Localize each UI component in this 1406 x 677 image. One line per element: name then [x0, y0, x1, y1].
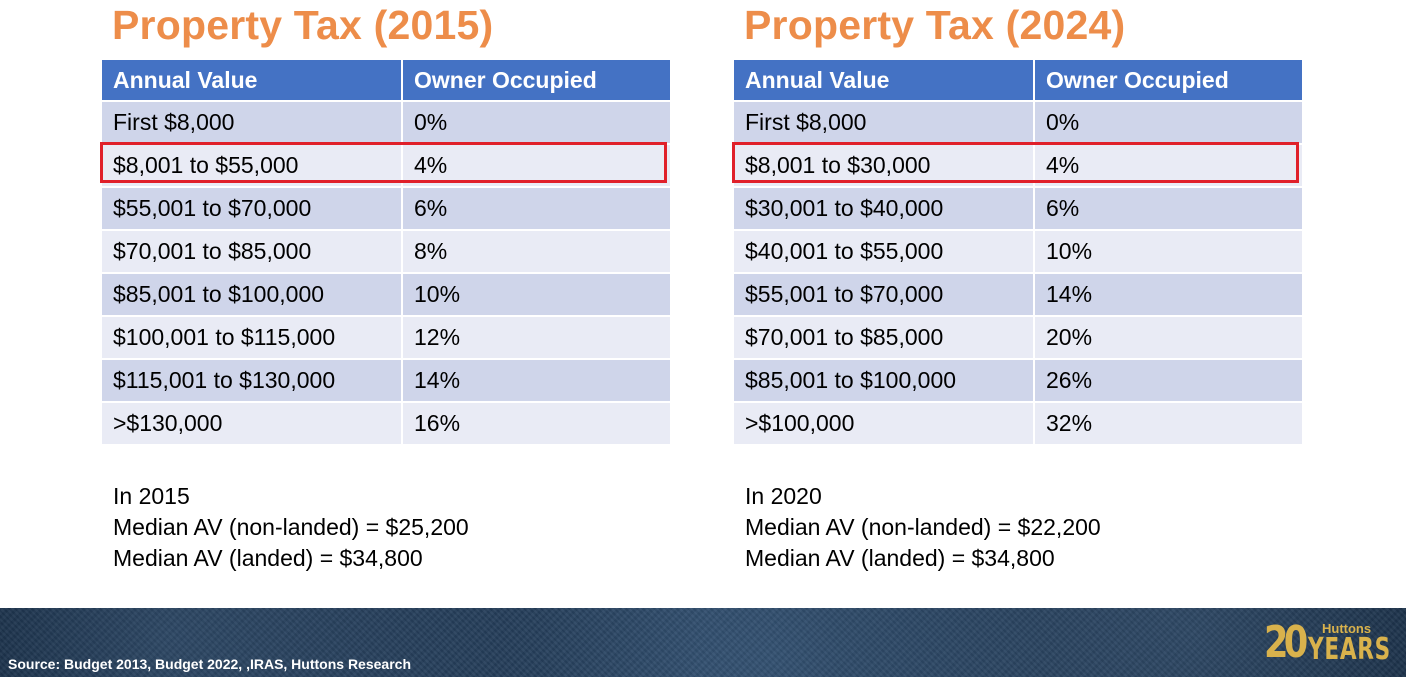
annual-value-cell: $100,001 to $115,000 — [102, 316, 403, 360]
panel-title: Property Tax (2024) — [744, 2, 1126, 48]
annual-value-cell: >$130,000 — [102, 402, 403, 446]
table-row: >$100,000 32% — [734, 402, 1302, 446]
tax-rate-cell: 8% — [402, 230, 670, 274]
tax-rate-cell: 10% — [1034, 230, 1302, 274]
tax-rate-cell: 20% — [1034, 316, 1302, 360]
tax-rate-cell: 16% — [402, 402, 670, 446]
column-header-annual-value: Annual Value — [734, 60, 1035, 102]
annual-value-cell: $85,001 to $100,000 — [734, 359, 1035, 403]
table-row: $30,001 to $40,000 6% — [734, 187, 1302, 231]
tax-rate-cell: 32% — [1034, 402, 1302, 446]
table-row: $70,001 to $85,000 8% — [102, 230, 670, 274]
tax-rate-cell: 4% — [1034, 144, 1302, 188]
annual-value-cell: $55,001 to $70,000 — [102, 187, 403, 231]
table-row: $85,001 to $100,000 26% — [734, 359, 1302, 403]
logo-years: YEARS — [1308, 632, 1391, 667]
notes-year: In 2020 — [745, 483, 822, 509]
table-row: $55,001 to $70,000 14% — [734, 273, 1302, 317]
logo-number: 20 — [1264, 617, 1308, 668]
median-av-landed: Median AV (landed) = $34,800 — [745, 545, 1055, 571]
annual-value-cell: $85,001 to $100,000 — [102, 273, 403, 317]
median-av-landed: Median AV (landed) = $34,800 — [113, 545, 423, 571]
median-av-non-landed: Median AV (non-landed) = $25,200 — [113, 514, 469, 540]
annual-value-cell: >$100,000 — [734, 402, 1035, 446]
median-av-notes: In 2020 Median AV (non-landed) = $22,200… — [745, 481, 1101, 574]
tax-rate-cell: 10% — [402, 273, 670, 317]
tax-rate-cell: 14% — [1034, 273, 1302, 317]
source-note: Source: Budget 2013, Budget 2022, ,IRAS,… — [8, 656, 411, 672]
table-row: $8,001 to $55,000 4% — [102, 144, 670, 188]
table-row: $70,001 to $85,000 20% — [734, 316, 1302, 360]
tax-rate-table: Annual Value Owner Occupied First $8,000… — [734, 60, 1302, 446]
tax-rate-cell: 0% — [402, 101, 670, 145]
median-av-notes: In 2015 Median AV (non-landed) = $25,200… — [113, 481, 469, 574]
annual-value-cell: $40,001 to $55,000 — [734, 230, 1035, 274]
median-av-non-landed: Median AV (non-landed) = $22,200 — [745, 514, 1101, 540]
table-header-row: Annual Value Owner Occupied — [734, 60, 1302, 102]
annual-value-cell: $8,001 to $30,000 — [734, 144, 1035, 188]
annual-value-cell: $30,001 to $40,000 — [734, 187, 1035, 231]
annual-value-cell: $70,001 to $85,000 — [102, 230, 403, 274]
table-row: $55,001 to $70,000 6% — [102, 187, 670, 231]
table-row: $85,001 to $100,000 10% — [102, 273, 670, 317]
column-header-owner-occupied: Owner Occupied — [402, 60, 670, 102]
tax-rate-cell: 6% — [1034, 187, 1302, 231]
annual-value-cell: First $8,000 — [102, 101, 403, 145]
table-row: $115,001 to $130,000 14% — [102, 359, 670, 403]
tax-rate-cell: 4% — [402, 144, 670, 188]
table-row: $8,001 to $30,000 4% — [734, 144, 1302, 188]
annual-value-cell: First $8,000 — [734, 101, 1035, 145]
tax-rate-table: Annual Value Owner Occupied First $8,000… — [102, 60, 670, 446]
annual-value-cell: $8,001 to $55,000 — [102, 144, 403, 188]
tax-rate-cell: 14% — [402, 359, 670, 403]
annual-value-cell: $70,001 to $85,000 — [734, 316, 1035, 360]
tax-rate-cell: 26% — [1034, 359, 1302, 403]
panel-title: Property Tax (2015) — [112, 2, 494, 48]
table-row: First $8,000 0% — [102, 101, 670, 145]
table-row: First $8,000 0% — [734, 101, 1302, 145]
huttons-20-years-logo: 20 Huttons YEARS — [1264, 618, 1391, 670]
notes-year: In 2015 — [113, 483, 190, 509]
column-header-owner-occupied: Owner Occupied — [1034, 60, 1302, 102]
table-header-row: Annual Value Owner Occupied — [102, 60, 670, 102]
annual-value-cell: $115,001 to $130,000 — [102, 359, 403, 403]
tax-rate-cell: 6% — [402, 187, 670, 231]
tax-rate-cell: 12% — [402, 316, 670, 360]
footer-band: Source: Budget 2013, Budget 2022, ,IRAS,… — [0, 608, 1406, 677]
tax-rate-cell: 0% — [1034, 101, 1302, 145]
logo-brand: Huttons — [1322, 621, 1372, 636]
table-row: $100,001 to $115,000 12% — [102, 316, 670, 360]
table-row: $40,001 to $55,000 10% — [734, 230, 1302, 274]
table-row: >$130,000 16% — [102, 402, 670, 446]
column-header-annual-value: Annual Value — [102, 60, 403, 102]
annual-value-cell: $55,001 to $70,000 — [734, 273, 1035, 317]
